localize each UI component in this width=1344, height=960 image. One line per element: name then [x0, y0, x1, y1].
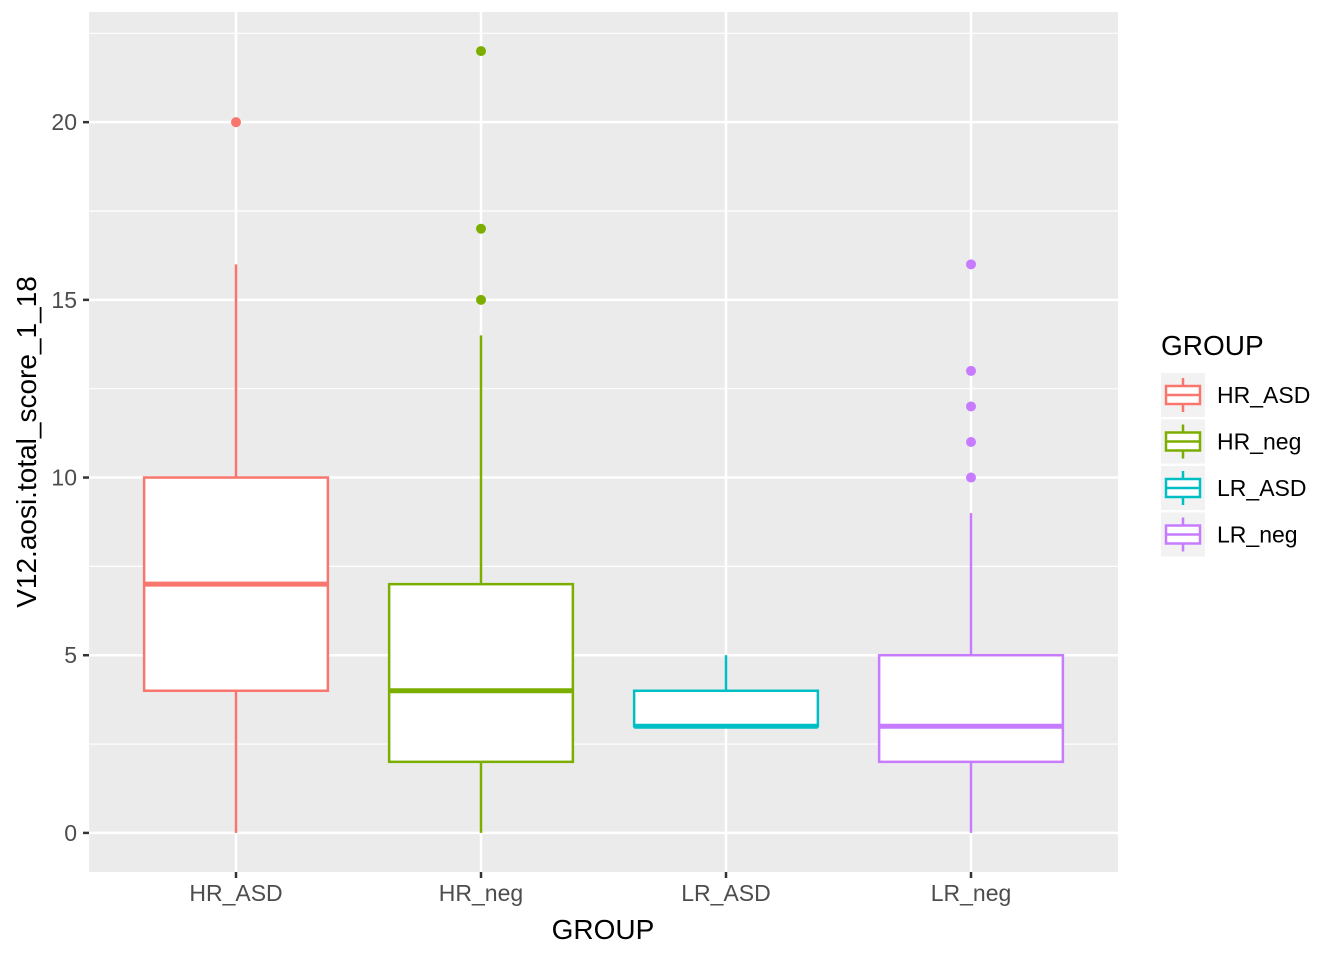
- legend-label: LR_neg: [1217, 522, 1298, 548]
- x-tick-label: LR_ASD: [681, 880, 770, 906]
- outlier-point: [966, 259, 976, 270]
- outlier-point: [476, 223, 486, 234]
- boxplot-hr-asd: [142, 117, 330, 833]
- outlier-point: [476, 46, 486, 57]
- y-tick-label: 15: [51, 287, 77, 313]
- boxplot-hr-neg: [387, 46, 575, 833]
- y-tick-label: 20: [51, 109, 77, 135]
- legend-entry-lr-asd: LR_ASD: [1161, 466, 1306, 510]
- legend-entry-hr-asd: HR_ASD: [1161, 373, 1310, 417]
- legend-entry-lr-neg: LR_neg: [1161, 512, 1298, 557]
- x-axis-title: GROUP: [552, 914, 655, 945]
- x-tick-label: LR_neg: [931, 880, 1012, 906]
- legend-entry-hr-neg: HR_neg: [1161, 419, 1301, 464]
- outlier-point: [966, 401, 976, 412]
- legend-label: HR_ASD: [1217, 382, 1310, 408]
- box-iqr: [387, 582, 575, 764]
- outlier-point: [966, 472, 976, 483]
- outlier-point: [966, 365, 976, 376]
- legend-title: GROUP: [1161, 330, 1264, 361]
- y-tick-label: 0: [64, 820, 77, 846]
- boxplot-lr-neg: [877, 259, 1065, 833]
- y-axis-title: V12.aosi.total_score_1_18: [11, 276, 42, 608]
- x-tick-label: HR_ASD: [189, 880, 282, 906]
- y-tick-label: 10: [51, 465, 77, 491]
- box-iqr: [632, 689, 820, 728]
- box-iqr: [877, 653, 1065, 764]
- outlier-point: [231, 117, 241, 128]
- x-tick-label: HR_neg: [439, 880, 523, 906]
- y-tick-label: 5: [64, 642, 77, 668]
- legend-label: LR_ASD: [1217, 475, 1306, 501]
- outlier-point: [966, 437, 976, 447]
- legend-label: HR_neg: [1217, 429, 1301, 455]
- boxplot-lr-asd: [632, 655, 820, 729]
- outlier-point: [476, 294, 486, 305]
